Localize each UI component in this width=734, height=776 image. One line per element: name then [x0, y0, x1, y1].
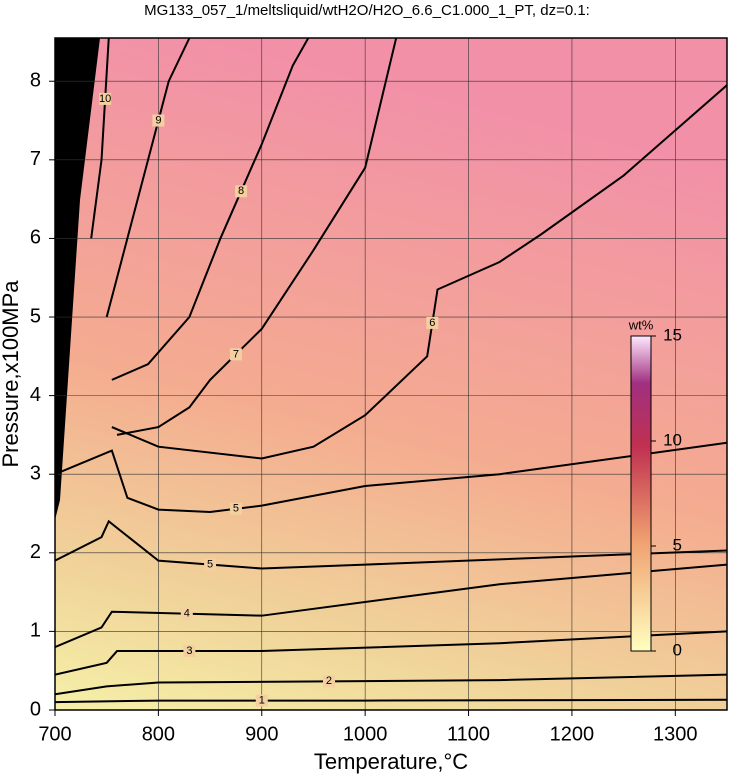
contour-label: 3: [186, 645, 192, 657]
contour-line: [105, 38, 191, 318]
x-tick-label: 1300: [653, 723, 698, 745]
x-tick-label: 900: [245, 723, 278, 745]
x-axis-label: Temperature,°C: [314, 749, 468, 774]
contour-label: 5: [207, 559, 213, 571]
contour-line: [111, 84, 727, 460]
y-tick-label: 6: [30, 227, 41, 249]
contour-label-bg: [183, 645, 196, 658]
colorbar-tick-label: 10: [663, 430, 682, 449]
contour-label-bg: [99, 92, 112, 105]
contour-label: 5: [233, 503, 239, 515]
contour-label-bg: [229, 502, 242, 515]
chart-title: MG133_057_1/meltsliquid/wtH2O/H2O_6.6_C1…: [144, 2, 590, 19]
contour-label-bg: [426, 316, 439, 329]
y-tick-label: 4: [30, 384, 41, 406]
plot-frame: [54, 37, 728, 711]
contour-label: 6: [429, 317, 435, 329]
colorbar-tick-label: 0: [673, 640, 682, 659]
x-tick-label: 1000: [343, 723, 388, 745]
y-tick-label: 1: [30, 620, 41, 642]
grid: [54, 38, 727, 711]
y-tick-label: 8: [30, 70, 41, 92]
contour-label-bg: [229, 348, 242, 361]
colorbar: [630, 335, 652, 652]
colorbar-label: wt%: [628, 317, 654, 332]
contour-label-bg: [235, 185, 248, 198]
contour-label-bg: [180, 607, 193, 620]
dense-region: [55, 38, 100, 520]
y-tick-label: 2: [30, 541, 41, 563]
contour-label: 2: [326, 675, 332, 687]
contour-label: 4: [184, 608, 190, 620]
x-tick-label: 700: [38, 723, 71, 745]
contour-label: 8: [238, 185, 244, 197]
contour-line: [111, 38, 310, 381]
contour-label: 7: [233, 348, 239, 360]
contour-label: 1: [259, 694, 265, 706]
y-tick-label: 7: [30, 148, 41, 170]
contour-label-bg: [152, 114, 165, 127]
plot-background: [55, 38, 727, 710]
contour-label-bg: [204, 558, 217, 571]
y-tick-label: 0: [30, 698, 41, 720]
x-tick-label: 1100: [447, 723, 490, 745]
contours: 1 2 3 4 5 5 6 7 8 9 10: [55, 38, 727, 707]
contour-line: [55, 441, 727, 513]
contour-line: [90, 38, 110, 239]
contour-label: 9: [155, 114, 161, 126]
colorbar-tick-label: 15: [663, 325, 682, 344]
x-tick-label: 1200: [550, 723, 595, 745]
x-tick-label: 800: [142, 723, 175, 745]
colorbar-tick-label: 5: [673, 535, 682, 554]
y-tick-label: 3: [30, 462, 41, 484]
contour-line: [55, 519, 727, 570]
contour-label-bg: [255, 694, 268, 707]
y-tick-label: 5: [30, 305, 41, 327]
contour-label: 10: [99, 93, 111, 105]
y-axis-label: Pressure,x100MPa: [0, 280, 23, 468]
contour-line: [55, 673, 727, 696]
contour-label-bg: [322, 675, 335, 688]
